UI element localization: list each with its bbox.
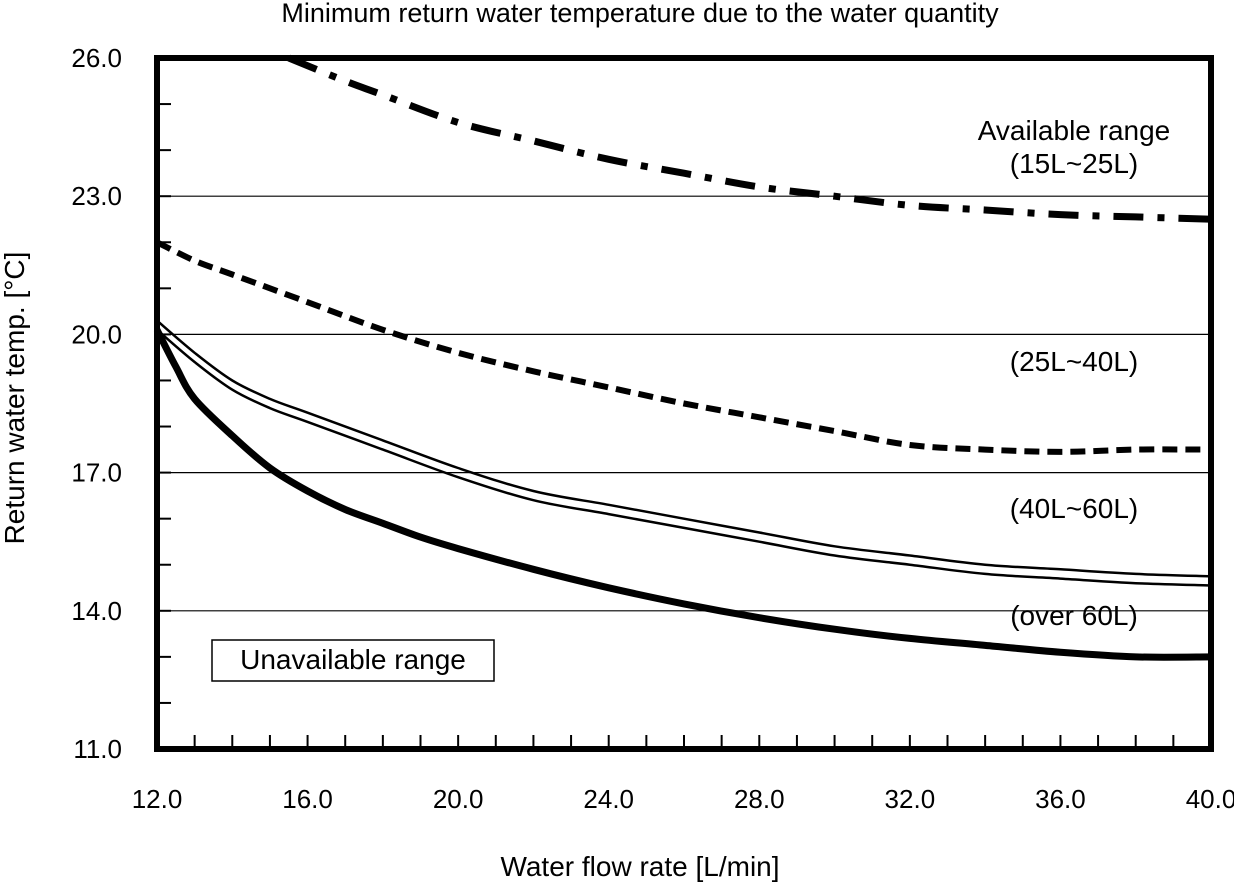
y-tick-labels: 11.0 14.0 17.0 20.0 23.0 26.0 <box>71 43 122 764</box>
unavailable-range-label: Unavailable range <box>240 644 466 675</box>
series-line-5 <box>153 328 1212 661</box>
y-tick-label: 17.0 <box>71 458 122 488</box>
range-15-25-label: (15L~25L) <box>1010 148 1138 179</box>
range-40-60-label: (40L~60L) <box>1010 493 1138 524</box>
series-line-4 <box>156 328 1212 587</box>
x-tick-label: 16.0 <box>282 784 333 814</box>
gridlines <box>157 195 1211 612</box>
y-tick-label: 20.0 <box>71 319 122 349</box>
x-tick-label: 28.0 <box>734 784 785 814</box>
available-range-label: Available range <box>978 115 1171 146</box>
y-tick-label: 26.0 <box>71 43 122 73</box>
x-tick-label: 20.0 <box>433 784 484 814</box>
x-tick-label: 24.0 <box>583 784 634 814</box>
x-axis-label: Water flow rate [L/min] <box>500 851 779 882</box>
range-over-60-label: (over 60L) <box>1010 600 1138 631</box>
range-25-40-label: (25L~40L) <box>1010 346 1138 377</box>
y-tick-label: 11.0 <box>73 734 122 764</box>
x-tick-label: 12.0 <box>132 784 183 814</box>
series-lines <box>153 54 1212 661</box>
y-axis-label: Return water temp. [°C] <box>0 252 30 545</box>
y-tick-label: 23.0 <box>71 181 122 211</box>
x-tick-labels: 12.0 16.0 20.0 24.0 28.0 32.0 36.0 40.0 <box>132 784 1234 814</box>
x-tick-label: 40.0 <box>1186 784 1234 814</box>
series-line-1 <box>287 54 1212 223</box>
plot-frame <box>154 55 1214 752</box>
series-line-3 <box>156 319 1212 578</box>
y-tick-label: 14.0 <box>71 596 122 626</box>
x-tick-label: 36.0 <box>1035 784 1086 814</box>
unavailable-range-box <box>211 639 495 682</box>
series-line-2 <box>155 239 1212 455</box>
chart-title: Minimum return water temperature due to … <box>281 0 999 28</box>
x-tick-label: 32.0 <box>885 784 936 814</box>
